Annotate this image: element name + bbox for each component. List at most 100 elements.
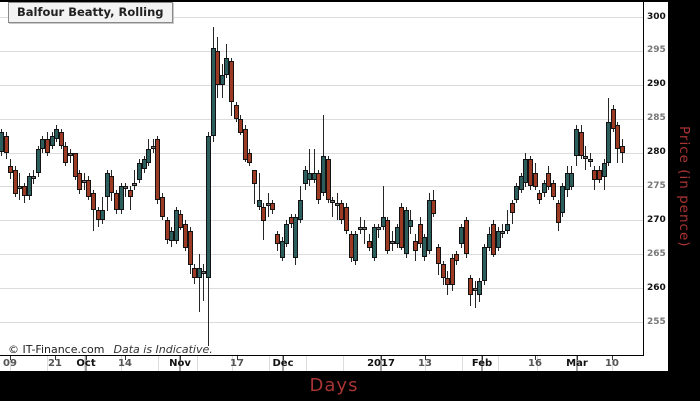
candle-body (537, 193, 542, 200)
date-tick-label: Dec (272, 358, 294, 369)
price-tick-label: 295 (647, 45, 666, 55)
candle-body (390, 241, 395, 244)
price-tick-label: 270 (647, 215, 666, 225)
candle-wick (70, 149, 71, 163)
candle-body (408, 220, 413, 227)
candle-body (155, 139, 160, 200)
candle-body (234, 105, 239, 119)
candlestick-plot[interactable] (0, 2, 644, 356)
candle-body (220, 75, 225, 85)
candle-body (510, 203, 515, 213)
date-tick-label: 2017 (367, 358, 395, 369)
price-gridline (0, 153, 643, 154)
copyright-text: © IT-Finance.com (8, 343, 105, 356)
instrument-title-box[interactable]: Balfour Beatty, Rolling (8, 2, 173, 23)
candle-body (270, 203, 275, 210)
candle-body (597, 170, 602, 180)
x-tick (535, 356, 536, 360)
candle-body (165, 220, 170, 240)
candle-body (519, 176, 524, 190)
x-tick (612, 356, 613, 360)
date-tick-label: 09 (3, 358, 17, 369)
x-tick (180, 356, 181, 360)
candle-body (556, 203, 561, 223)
date-tick-label: Oct (76, 358, 96, 369)
price-gridline (0, 17, 643, 18)
candle-body (243, 129, 248, 160)
date-tick-label: 14 (118, 358, 132, 369)
candle-body (178, 214, 183, 228)
candle-body (252, 170, 257, 184)
candle-body (431, 200, 436, 214)
candle-body (100, 210, 105, 220)
candle-wick (130, 186, 131, 210)
candle-body (615, 125, 620, 149)
candle-body (542, 183, 547, 193)
candle-body (500, 231, 505, 234)
candle-body (399, 207, 404, 248)
x-tick (10, 356, 11, 360)
candle-body (247, 153, 252, 163)
candle-body (602, 163, 607, 177)
watermark: © IT-Finance.com Data is Indicative. (8, 343, 213, 356)
candle-body (579, 132, 584, 156)
candle-body (73, 153, 78, 177)
candle-body (450, 258, 455, 285)
date-tick-label: 17 (230, 358, 244, 369)
price-gridline (0, 288, 643, 289)
candle-body (4, 136, 9, 153)
date-tick-label: 10 (605, 358, 619, 369)
candle-body (224, 58, 229, 75)
candle-body (413, 241, 418, 251)
candle-body (114, 193, 119, 210)
candle-body (321, 156, 326, 193)
date-tick-label: Mar (566, 358, 588, 369)
candle-body (418, 224, 423, 244)
candle-body (160, 197, 165, 217)
indicative-note: Data is Indicative. (113, 343, 213, 356)
candle-wick (93, 190, 94, 231)
candle-body (569, 173, 574, 187)
candle-wick (263, 203, 264, 240)
x-tick (482, 356, 483, 360)
candle-body (362, 227, 367, 230)
candle-body (339, 203, 344, 220)
candle-wick (309, 149, 310, 186)
candle-body (206, 136, 211, 278)
candle-body (574, 129, 579, 156)
candle-body (275, 234, 280, 244)
candle-body (427, 200, 432, 251)
candle-body (523, 159, 528, 183)
x-axis-title-text: Days (309, 375, 359, 396)
candle-body (316, 173, 321, 200)
date-tick-label: 13 (418, 358, 432, 369)
candle-body (514, 186, 519, 200)
candle-body (45, 139, 50, 153)
candle-body (169, 231, 174, 241)
candle-body (0, 132, 4, 152)
price-gridline (0, 85, 643, 86)
candle-body (436, 247, 441, 264)
candle-body (551, 183, 556, 197)
date-tick-label: Feb (471, 358, 493, 369)
candle-body (31, 176, 36, 179)
candle-body (8, 166, 13, 173)
candle-body (445, 278, 450, 285)
candle-body (211, 48, 216, 136)
candle-body (404, 210, 409, 254)
candle-body (257, 200, 262, 207)
candle-body (459, 227, 464, 244)
candle-body (560, 186, 565, 213)
candle-body (606, 122, 611, 163)
candle-body (583, 156, 588, 159)
candle-body (17, 186, 22, 189)
candle-wick (254, 170, 255, 204)
candle-body (505, 224, 510, 231)
candle-body (298, 200, 303, 220)
candle-body (59, 132, 64, 146)
candle-body (91, 193, 96, 210)
candle-wick (360, 217, 361, 234)
candle-body (77, 173, 82, 190)
candle-body (491, 224, 496, 255)
candle-body (280, 241, 285, 258)
